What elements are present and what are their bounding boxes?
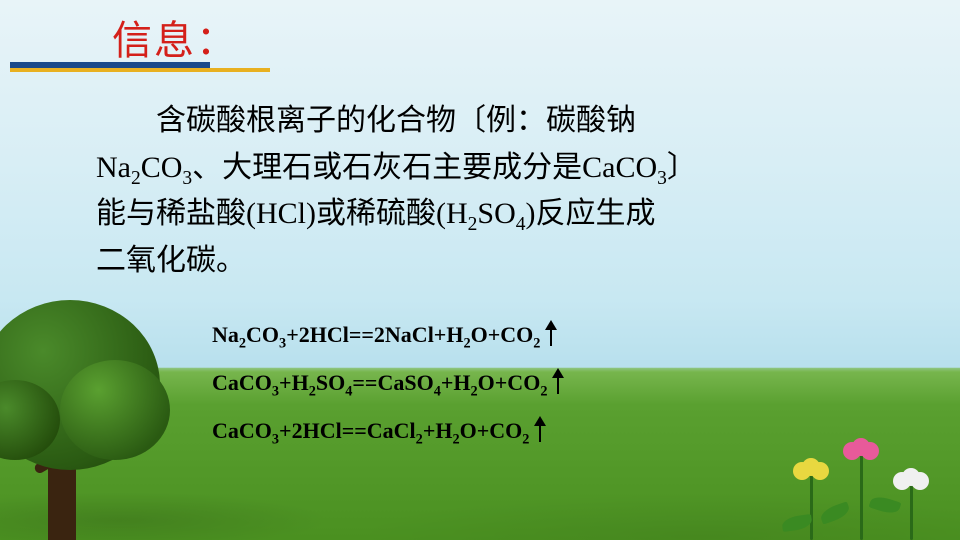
sub: 3 [272, 383, 279, 399]
eq-frag: ==CaSO [352, 370, 433, 395]
tree-decoration [0, 290, 190, 540]
sub: 3 [272, 431, 279, 447]
gas-arrow-icon [533, 414, 547, 444]
sub: 2 [463, 335, 470, 351]
eq-frag: O+CO [478, 370, 541, 395]
sub: 3 [657, 168, 667, 189]
slide-title: 信息： [112, 8, 238, 66]
sub: 2 [471, 383, 478, 399]
sub: 4 [516, 214, 526, 235]
eq-frag: +2HCl==2NaCl+H [286, 322, 463, 347]
eq-frag: +H [441, 370, 471, 395]
body-paragraph: 含碳酸根离子的化合物〔例：碳酸钠 Na2CO3、大理石或石灰石主要成分是CaCO… [96, 98, 876, 284]
gas-arrow-icon [544, 318, 558, 348]
sub: 2 [452, 431, 459, 447]
eq-frag: Na [212, 322, 239, 347]
sub: 4 [434, 383, 441, 399]
sub: 2 [468, 214, 478, 235]
sub: 2 [131, 168, 141, 189]
equation-block: Na2CO3+2HCl==2NaCl+H2O+CO2 CaCO3+H2SO4==… [212, 318, 565, 462]
sub: 3 [182, 168, 192, 189]
eq-frag: +H [423, 418, 453, 443]
p-l3a: 能与稀盐酸(HCl)或稀硫酸(H [96, 197, 468, 230]
flower-decoration [770, 420, 960, 540]
sub: 2 [309, 383, 316, 399]
eq-frag: +2HCl==CaCl [279, 418, 416, 443]
p-l2-na: Na [96, 151, 131, 184]
p-l2-co: CO [141, 151, 183, 184]
p-l2-rest: 、大理石或石灰石主要成分是CaCO [192, 151, 657, 184]
p-l3b: SO [477, 197, 515, 230]
gas-arrow-icon [551, 366, 565, 396]
eq-frag: O+CO [471, 322, 534, 347]
p-l2-close: 〕 [667, 151, 697, 184]
eq-frag: CO [246, 322, 279, 347]
sub: 2 [416, 431, 423, 447]
eq-frag: O+CO [460, 418, 523, 443]
eq-frag: CaCO [212, 370, 272, 395]
equation-1: Na2CO3+2HCl==2NaCl+H2O+CO2 [212, 318, 565, 348]
eq-frag: +H [279, 370, 309, 395]
sub: 2 [540, 383, 547, 399]
sub: 2 [239, 335, 246, 351]
p-l1: 含碳酸根离子的化合物〔例：碳酸钠 [156, 104, 636, 137]
p-l4: 二氧化碳。 [96, 244, 246, 277]
equation-2: CaCO3+H2SO4==CaSO4+H2O+CO2 [212, 366, 565, 396]
sub: 2 [533, 335, 540, 351]
eq-frag: SO [316, 370, 345, 395]
eq-frag: CaCO [212, 418, 272, 443]
sub: 2 [522, 431, 529, 447]
p-l3c: )反应生成 [526, 197, 656, 230]
equation-3: CaCO3+2HCl==CaCl2+H2O+CO2 [212, 414, 565, 444]
